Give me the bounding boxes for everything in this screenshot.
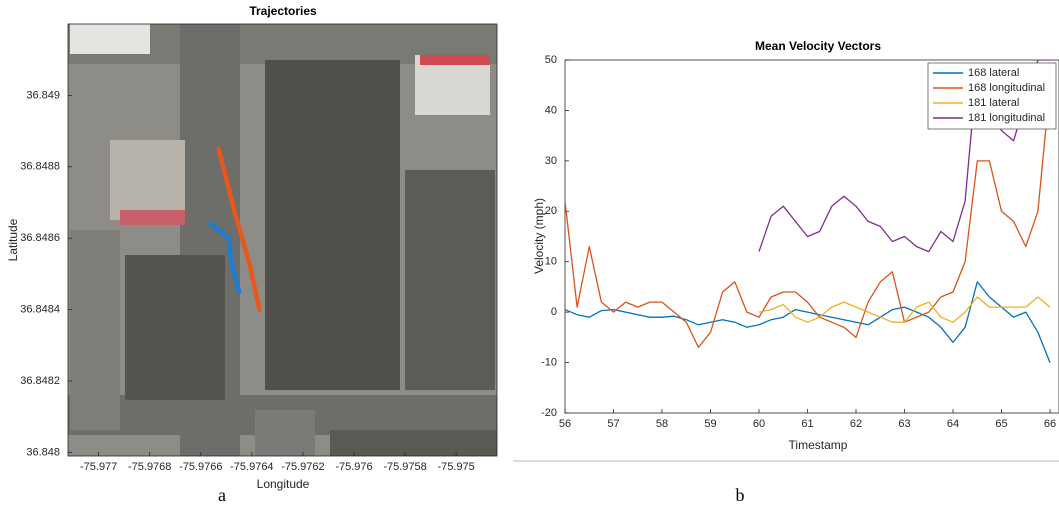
x-tick-label: -75.977 xyxy=(80,461,117,473)
y-tick-label: 10 xyxy=(545,256,557,268)
y-tick-label: -10 xyxy=(541,356,557,368)
chart-title: Mean Velocity Vectors xyxy=(755,39,881,53)
x-tick-label: -75.9762 xyxy=(281,461,324,473)
x-tick-label: 63 xyxy=(898,418,910,430)
y-tick-label: 36.849 xyxy=(26,89,60,101)
x-tick-label: 60 xyxy=(753,418,765,430)
y-tick-label: 36.848 xyxy=(26,446,60,458)
x-tick-label: -75.9764 xyxy=(230,461,273,473)
x-tick-label: -75.9768 xyxy=(128,461,171,473)
x-tick-label: 56 xyxy=(559,418,571,430)
y-tick-label: 36.8488 xyxy=(20,161,60,173)
y-tick-label: 36.8482 xyxy=(20,375,60,387)
y-axis-label: Latitude xyxy=(6,218,20,261)
x-tick-label: 59 xyxy=(704,418,716,430)
legend-label: 181 longitudinal xyxy=(968,112,1045,124)
x-tick-label: 66 xyxy=(1044,418,1056,430)
y-tick-label: 36.8486 xyxy=(20,232,60,244)
x-axis-label: Timestamp xyxy=(789,438,848,452)
x-tick-label: 58 xyxy=(656,418,668,430)
map-background xyxy=(68,24,497,456)
chart-title: Trajectories xyxy=(249,4,317,18)
x-tick-label: -75.9766 xyxy=(179,461,222,473)
x-tick-label: 62 xyxy=(850,418,862,430)
panel-label: a xyxy=(218,485,226,505)
legend-label: 168 lateral xyxy=(968,67,1019,79)
line-series xyxy=(759,297,1050,322)
y-tick-label: 36.8484 xyxy=(20,304,60,316)
x-tick-label: 65 xyxy=(995,418,1007,430)
x-tick-label: -75.975 xyxy=(437,461,474,473)
panel-label: b xyxy=(736,485,745,505)
y-tick-label: -20 xyxy=(541,407,557,419)
legend-label: 181 lateral xyxy=(968,97,1019,109)
x-tick-label: 61 xyxy=(801,418,813,430)
x-axis-label: Longitude xyxy=(257,477,310,491)
y-tick-label: 40 xyxy=(545,104,557,116)
y-tick-label: 20 xyxy=(545,205,557,217)
x-tick-label: 64 xyxy=(947,418,959,430)
y-tick-label: 0 xyxy=(551,306,557,318)
y-tick-label: 50 xyxy=(545,54,557,66)
legend-label: 168 longitudinal xyxy=(968,82,1045,94)
x-tick-label: 57 xyxy=(607,418,619,430)
x-tick-label: -75.9758 xyxy=(383,461,426,473)
x-tick-label: -75.976 xyxy=(335,461,372,473)
figure: Trajectories Longitude Latitude a Mean V… xyxy=(0,0,1059,508)
y-tick-label: 30 xyxy=(545,155,557,167)
